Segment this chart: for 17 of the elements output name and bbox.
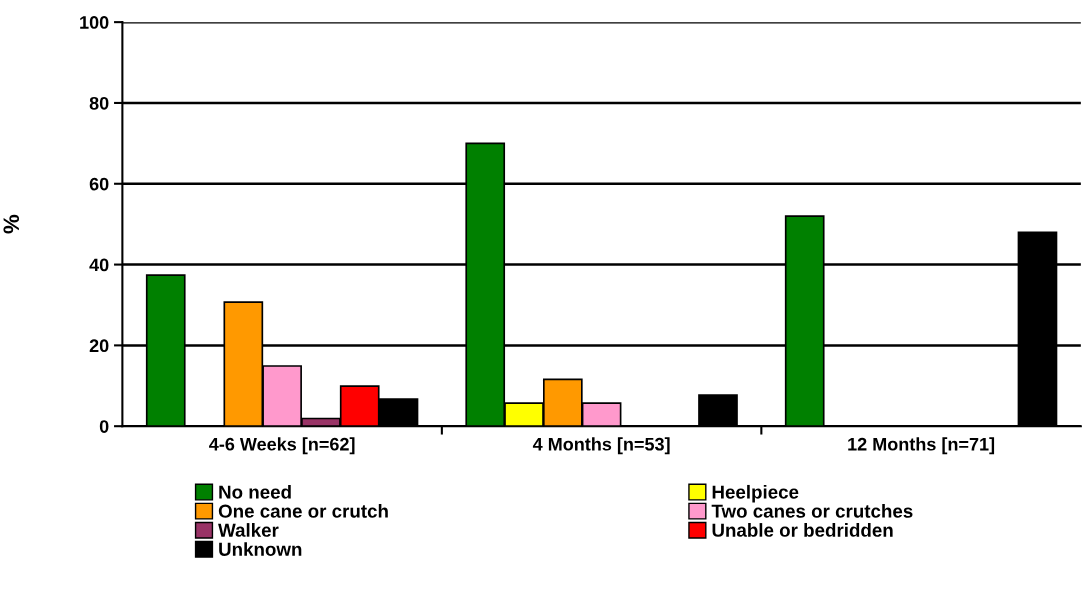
- y-tick-label: 0: [99, 420, 109, 433]
- legend-label: Two canes or crutches: [711, 504, 913, 518]
- x-tick-label: 4-6 Weeks [n=62]: [209, 437, 355, 455]
- y-tick-label: 20: [89, 339, 109, 353]
- y-tick-label: 80: [89, 96, 109, 110]
- y-tick-label: 60: [89, 177, 109, 191]
- legend-label: Unknown: [219, 542, 302, 556]
- y-tick-label: 100: [80, 16, 109, 29]
- legend-label: Heelpiece: [712, 484, 799, 503]
- x-tick-label: 12 Months [n=71]: [848, 437, 995, 455]
- legend-label: Walker: [218, 523, 279, 537]
- legend-label: Unable or bedridden: [712, 523, 893, 537]
- legend-label: One cane or crutch: [218, 504, 388, 518]
- y-tick-label: 40: [89, 258, 109, 272]
- x-tick-label: 4 Months [n=53]: [532, 437, 670, 455]
- y-axis-title: %: [3, 214, 20, 234]
- legend-label: No need: [219, 484, 291, 499]
